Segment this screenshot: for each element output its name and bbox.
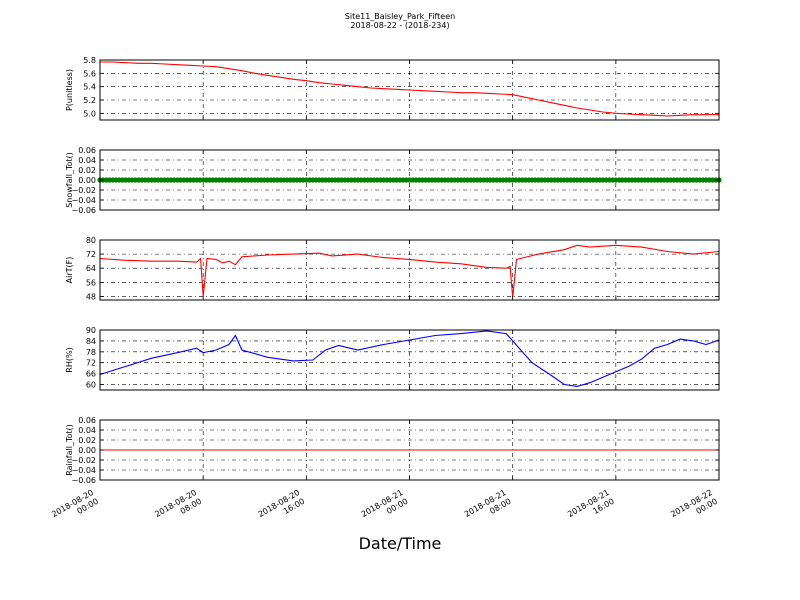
y-tick-label: 66 (86, 370, 96, 379)
y-tick-label: 0.04 (78, 426, 96, 435)
panel-1: 5.0 5.2 5.4 5.6 5.8 P(unitless) (65, 56, 720, 121)
x-axis-label: Date/Time (358, 534, 442, 553)
y-tick-label: 0.02 (78, 436, 96, 445)
x-tick-label: 2018-08-2116:00 (566, 488, 616, 528)
y-tick-label: 5.6 (83, 69, 96, 78)
panel-2: −0.06−0.04−0.020.000.020.040.06 Snowfall_… (65, 146, 722, 215)
chart-subtitle: 2018-08-22 - (2018-234) (350, 21, 450, 30)
y-tick-label: 72 (86, 359, 96, 368)
y-tick-label: 84 (86, 337, 96, 346)
y-tick-label: 0.04 (78, 156, 96, 165)
y-tick-label: 5.2 (83, 96, 96, 105)
chart-title: Site11_Baisley_Park_Fifteen (344, 12, 456, 21)
y-axis-label: AirT(F) (65, 257, 74, 284)
y-tick-label: 5.8 (83, 56, 96, 65)
y-tick-label: 48 (86, 292, 96, 301)
y-tick-label: −0.02 (71, 186, 96, 195)
y-axis-label: Rainfall_Tot() (65, 424, 74, 476)
y-tick-label: 90 (86, 326, 96, 335)
y-tick-label: 72 (86, 250, 96, 259)
x-tick-label: 2018-08-2016:00 (257, 488, 307, 528)
panel-5: −0.06−0.04−0.020.000.020.040.06 Rainfall_… (65, 416, 720, 485)
series-line (99, 330, 720, 387)
y-tick-label: −0.02 (71, 456, 96, 465)
x-tick-label: 2018-08-2100:00 (360, 488, 410, 528)
series-line (99, 244, 720, 298)
y-tick-label: −0.06 (71, 476, 96, 485)
y-tick-label: 0.02 (78, 166, 96, 175)
y-tick-label: 60 (86, 381, 96, 390)
y-tick-label: 80 (86, 236, 96, 245)
y-tick-label: 5.4 (83, 83, 96, 92)
y-tick-label: 0.06 (78, 416, 96, 425)
y-tick-label: 64 (86, 264, 96, 273)
y-tick-label: −0.06 (71, 206, 96, 215)
y-tick-label: −0.04 (71, 196, 96, 205)
y-tick-label: 78 (86, 348, 96, 357)
series-line (100, 61, 719, 117)
panel-4: 60 66 72 78 84 90 RH(%) (65, 326, 720, 391)
y-tick-label: 0.00 (78, 446, 96, 455)
y-axis-label: RH(%) (65, 347, 74, 372)
x-tick-label: 2018-08-2008:00 (153, 488, 203, 528)
y-tick-label: 0.00 (78, 176, 96, 185)
y-tick-label: −0.04 (71, 466, 96, 475)
y-tick-label: 0.06 (78, 146, 96, 155)
y-tick-label: 56 (86, 278, 96, 287)
x-tick-label: 2018-08-2108:00 (463, 488, 513, 528)
panel-3: 48 56 64 72 80 AirT(F) (65, 236, 720, 301)
x-tick-label: 2018-08-2000:00 (50, 488, 100, 528)
y-axis-label: P(unitless) (65, 69, 74, 111)
y-axis-label: Snowfall_Tot() (65, 152, 74, 208)
x-tick-label: 2018-08-2200:00 (669, 488, 719, 528)
y-tick-label: 5.0 (83, 109, 96, 118)
